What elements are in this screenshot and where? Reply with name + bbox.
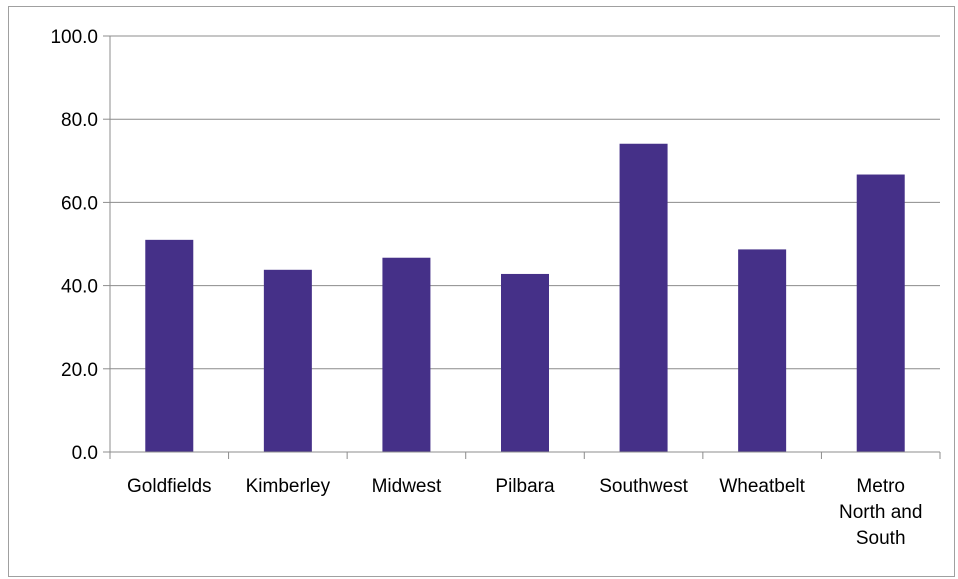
y-tick-label: 40.0 bbox=[61, 277, 98, 298]
gridlines bbox=[103, 35, 940, 453]
x-tick-label: Midwest bbox=[372, 476, 442, 497]
y-tick-label: 0.0 bbox=[72, 443, 98, 464]
x-tick-label: Metro North and South bbox=[839, 476, 922, 549]
axes bbox=[109, 36, 941, 459]
x-axis-tick-labels: Goldfields Kimberley Midwest Pilbara Southwe… bbox=[127, 476, 922, 549]
x-tick-label: Wheatbelt bbox=[719, 476, 805, 497]
bar-metro-north-and-south bbox=[856, 174, 905, 452]
bar-pilbara bbox=[501, 273, 549, 452]
x-tick-label: Goldfields bbox=[127, 476, 212, 497]
bars bbox=[145, 143, 905, 452]
y-tick-label: 100.0 bbox=[50, 27, 98, 48]
y-tick-label: 60.0 bbox=[61, 193, 98, 214]
x-tick-label: Southwest bbox=[599, 476, 688, 497]
x-tick-label: Pilbara bbox=[495, 476, 555, 497]
bar-goldfields bbox=[145, 239, 194, 452]
y-axis-tick-labels: 0.0 20.0 40.0 60.0 80.0 100.0 bbox=[50, 27, 98, 464]
bar-wheatbelt bbox=[738, 249, 787, 452]
y-tick-label: 20.0 bbox=[61, 360, 98, 381]
bar-kimberley bbox=[263, 269, 312, 452]
y-tick-label: 80.0 bbox=[61, 110, 98, 131]
bar-southwest bbox=[619, 143, 668, 452]
bar-midwest bbox=[382, 257, 431, 452]
x-tick-label: Kimberley bbox=[246, 476, 331, 497]
